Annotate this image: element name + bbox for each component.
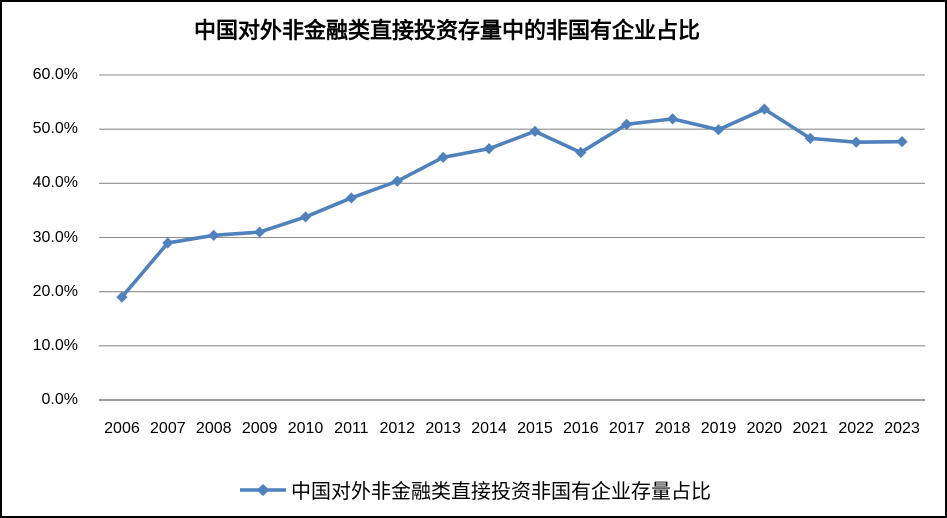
x-tick-label: 2013 xyxy=(425,420,461,437)
x-tick-label: 2015 xyxy=(517,420,553,437)
y-tick-label: 40.0% xyxy=(32,174,78,192)
legend-line-marker-icon xyxy=(240,483,286,496)
y-tick-label: 10.0% xyxy=(32,336,78,354)
y-tick-label: 60.0% xyxy=(32,66,78,83)
y-tick-label: 30.0% xyxy=(32,228,78,246)
x-tick-label: 2006 xyxy=(104,420,140,437)
x-tick-label: 2016 xyxy=(563,420,599,437)
x-tick-label: 2022 xyxy=(838,420,874,437)
x-tick-label: 2014 xyxy=(471,420,507,437)
chart-title: 中国对外非金融类直接投资存量中的非国有企业占比 xyxy=(193,18,700,43)
x-tick-label: 2019 xyxy=(700,420,737,437)
x-tick-label: 2012 xyxy=(379,420,416,437)
y-tick-label: 0.0% xyxy=(41,391,78,408)
y-tick-label: 20.0% xyxy=(32,282,78,300)
y-tick-label: 50.0% xyxy=(32,120,78,138)
x-tick-label: 2023 xyxy=(884,420,920,437)
legend-label: 中国对外非金融类直接投资非国有企业存量占比 xyxy=(291,481,711,503)
x-tick-label: 2017 xyxy=(608,420,645,437)
x-tick-label: 2020 xyxy=(746,420,783,437)
x-tick-label: 2018 xyxy=(654,420,691,437)
x-tick-label: 2007 xyxy=(150,420,186,437)
x-tick-label: 2008 xyxy=(195,420,232,437)
x-tick-label: 2009 xyxy=(241,420,278,437)
x-tick-label: 2021 xyxy=(792,420,829,437)
x-tick-label: 2010 xyxy=(287,420,324,437)
legend: 中国对外非金融类直接投资非国有企业存量占比 xyxy=(2,475,945,504)
x-tick-label: 2011 xyxy=(334,420,369,437)
